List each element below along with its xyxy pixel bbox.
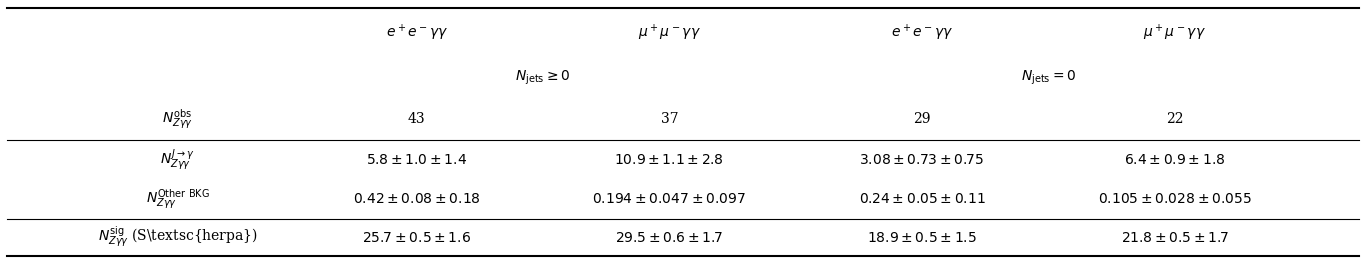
- Text: $N^{J\to\gamma}_{Z\gamma\gamma}$: $N^{J\to\gamma}_{Z\gamma\gamma}$: [160, 147, 195, 173]
- Text: $0.105 \pm 0.028 \pm 0.055$: $0.105 \pm 0.028 \pm 0.055$: [1098, 192, 1251, 206]
- Text: 29: 29: [914, 112, 930, 126]
- Text: $N_{\mathrm{jets}} \geq 0$: $N_{\mathrm{jets}} \geq 0$: [515, 69, 571, 87]
- Text: $N^{\mathrm{obs}}_{Z\gamma\gamma}$: $N^{\mathrm{obs}}_{Z\gamma\gamma}$: [163, 107, 193, 131]
- Text: $29.5 \pm 0.6 \pm 1.7$: $29.5 \pm 0.6 \pm 1.7$: [615, 230, 724, 245]
- Text: 43: 43: [408, 112, 425, 126]
- Text: $0.24 \pm 0.05 \pm 0.11$: $0.24 \pm 0.05 \pm 0.11$: [859, 192, 985, 206]
- Text: $\mu^+\mu^-\gamma\gamma$: $\mu^+\mu^-\gamma\gamma$: [638, 23, 701, 43]
- Text: $e^+e^-\gamma\gamma$: $e^+e^-\gamma\gamma$: [891, 23, 953, 43]
- Text: $21.8 \pm 0.5 \pm 1.7$: $21.8 \pm 0.5 \pm 1.7$: [1120, 230, 1229, 245]
- Text: $0.194 \pm 0.047 \pm 0.097$: $0.194 \pm 0.047 \pm 0.097$: [593, 192, 746, 206]
- Text: $10.9 \pm 1.1 \pm 2.8$: $10.9 \pm 1.1 \pm 2.8$: [615, 153, 724, 167]
- Text: 22: 22: [1167, 112, 1183, 126]
- Text: $18.9 \pm 0.5 \pm 1.5$: $18.9 \pm 0.5 \pm 1.5$: [867, 230, 977, 245]
- Text: $6.4 \pm 0.9 \pm 1.8$: $6.4 \pm 0.9 \pm 1.8$: [1124, 153, 1225, 167]
- Text: 37: 37: [661, 112, 678, 126]
- Text: $3.08 \pm 0.73 \pm 0.75$: $3.08 \pm 0.73 \pm 0.75$: [859, 153, 985, 167]
- Text: $N^{\mathrm{sig}}_{Z\gamma\gamma}$ (S\textsc{herpa}): $N^{\mathrm{sig}}_{Z\gamma\gamma}$ (S\te…: [97, 225, 258, 250]
- Text: $\mu^+\mu^-\gamma\gamma$: $\mu^+\mu^-\gamma\gamma$: [1143, 23, 1206, 43]
- Text: $0.42 \pm 0.08 \pm 0.18$: $0.42 \pm 0.08 \pm 0.18$: [352, 192, 481, 206]
- Text: $N^{\mathrm{Other\ BKG}}_{Z\gamma\gamma}$: $N^{\mathrm{Other\ BKG}}_{Z\gamma\gamma}…: [146, 187, 209, 211]
- Text: $25.7 \pm 0.5 \pm 1.6$: $25.7 \pm 0.5 \pm 1.6$: [362, 230, 471, 245]
- Text: $5.8 \pm 1.0 \pm 1.4$: $5.8 \pm 1.0 \pm 1.4$: [366, 153, 467, 167]
- Text: $e^+e^-\gamma\gamma$: $e^+e^-\gamma\gamma$: [385, 23, 448, 43]
- Text: $N_{\mathrm{jets}} = 0$: $N_{\mathrm{jets}} = 0$: [1020, 69, 1076, 87]
